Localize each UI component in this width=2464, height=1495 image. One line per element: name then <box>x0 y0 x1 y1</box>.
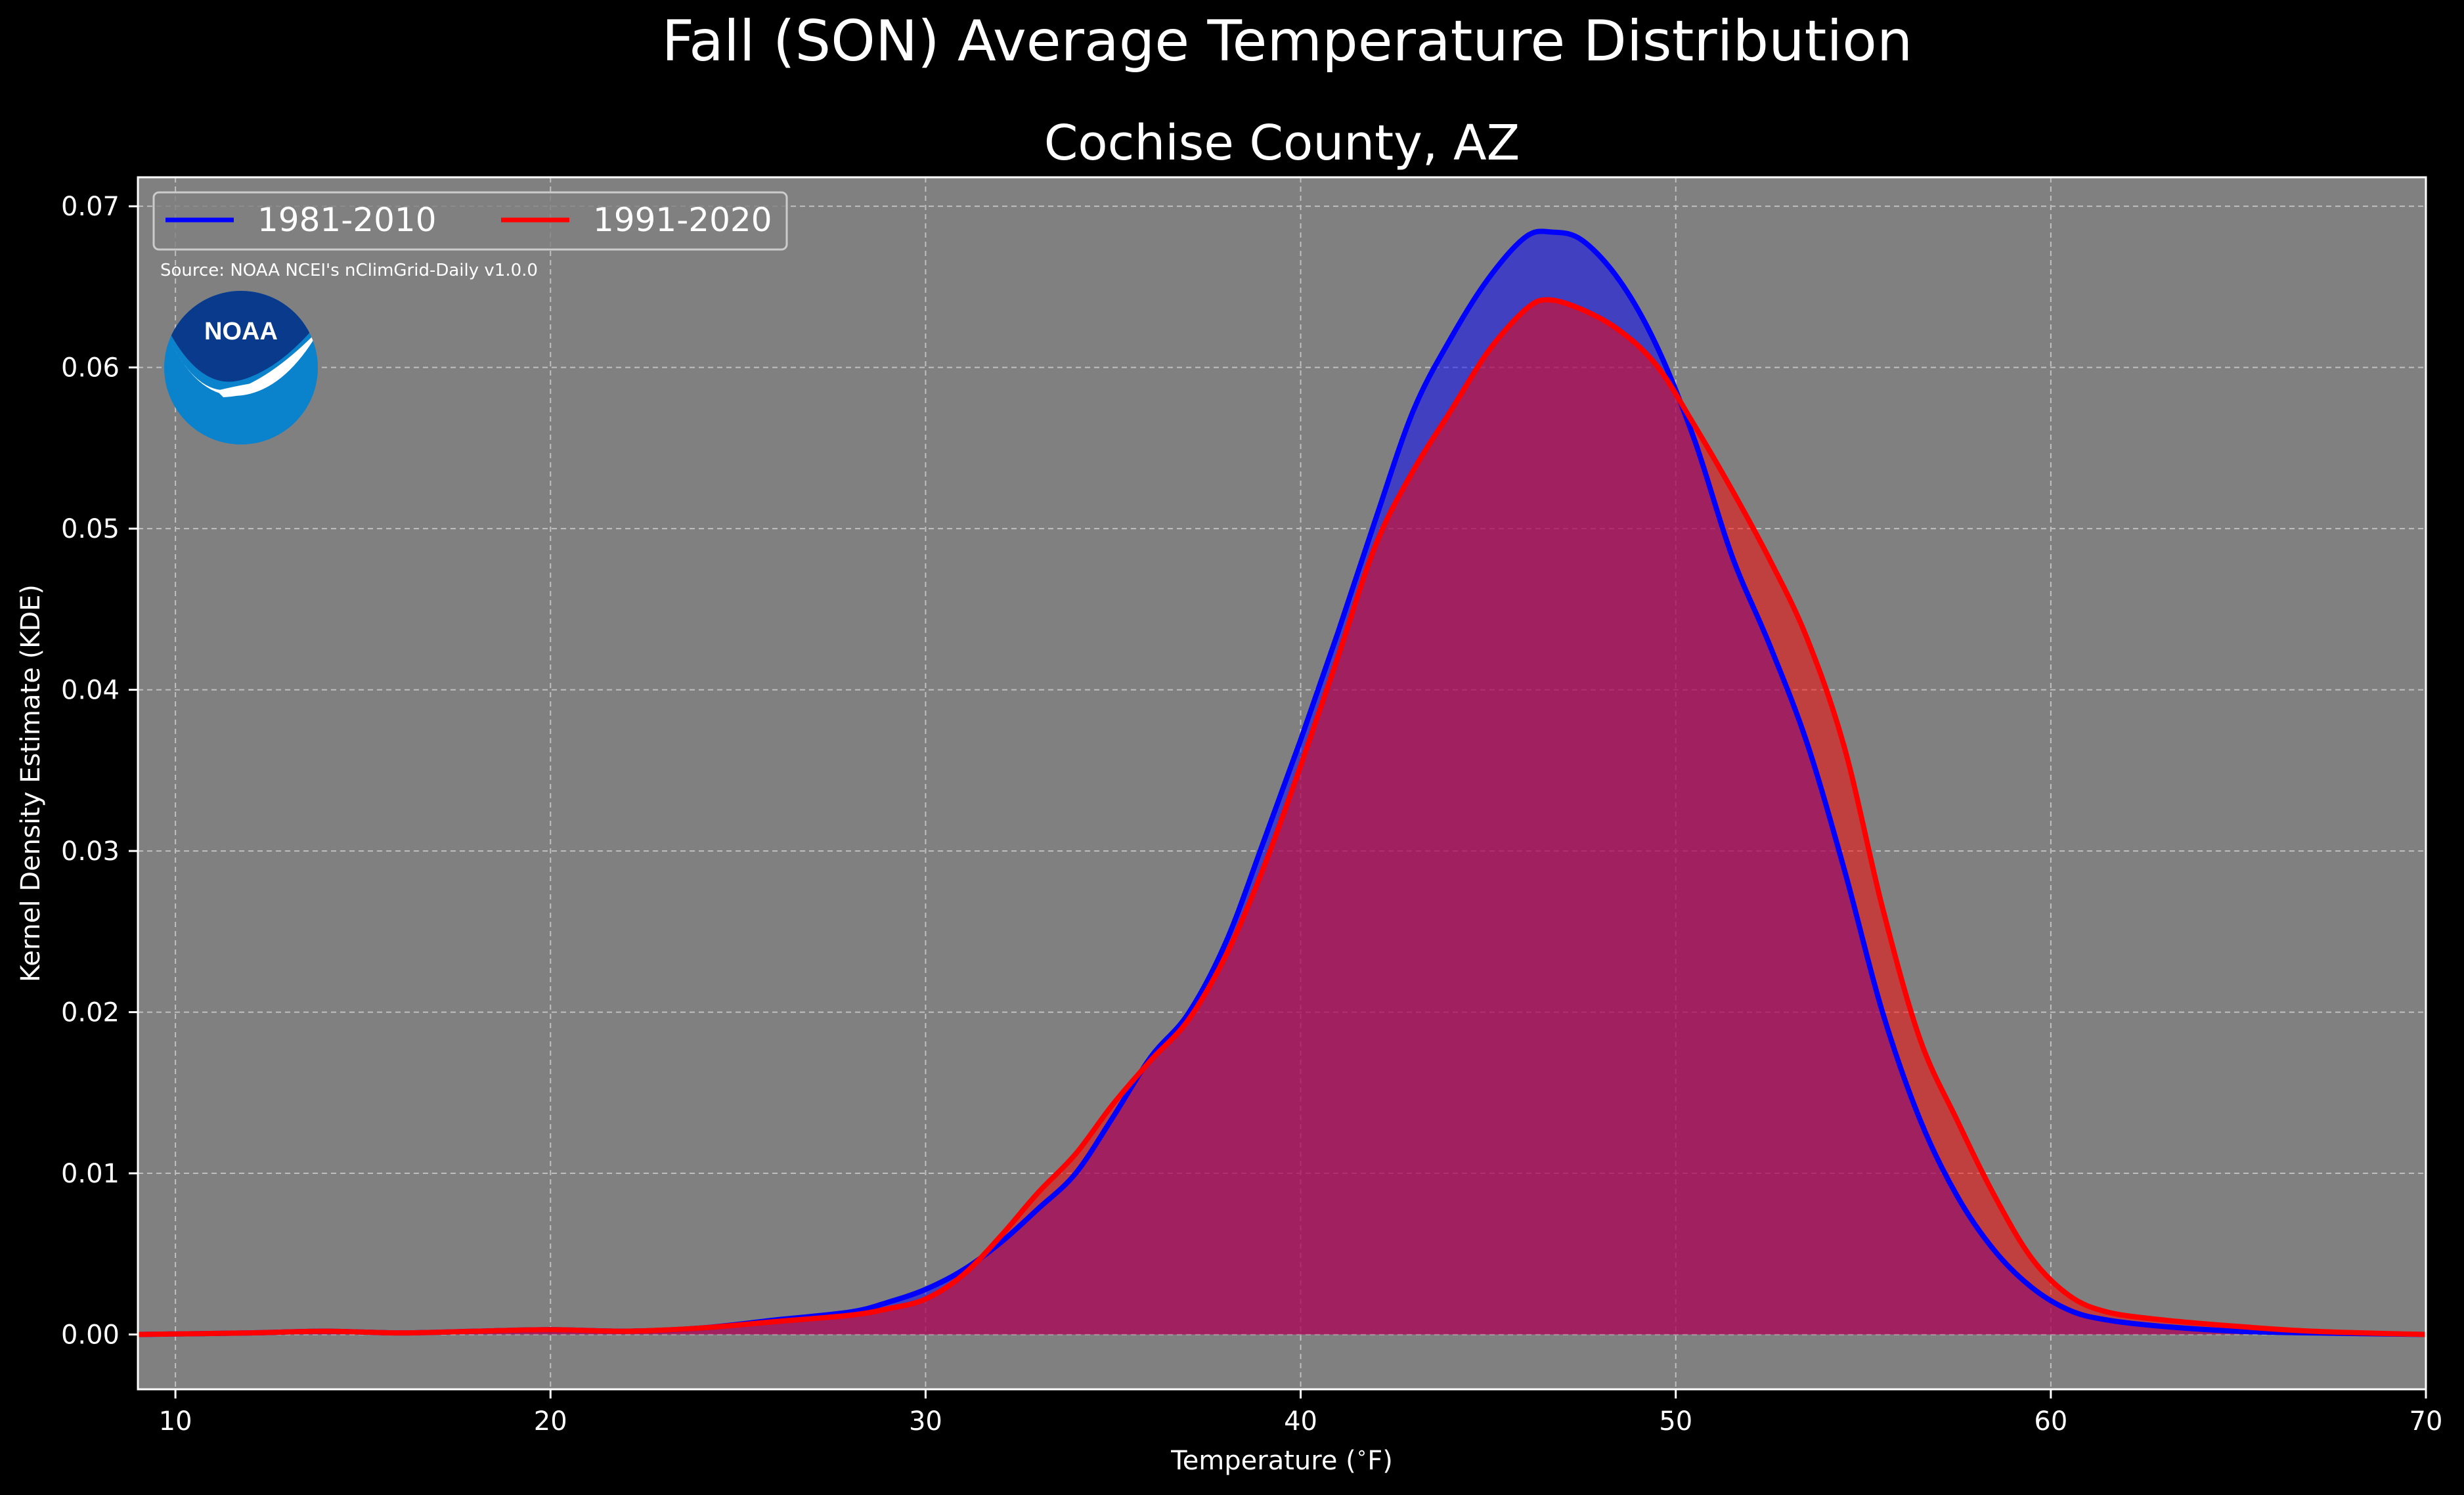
legend-box <box>152 191 788 251</box>
y-axis-ticks: 0.00 0.01 0.02 0.03 0.04 0.05 0.06 0.07 <box>61 192 138 1351</box>
plot-frame <box>137 176 2427 1391</box>
chart-suptitle: Fall (SON) Average Temperature Distribut… <box>662 9 1913 74</box>
series-lines <box>137 228 2427 1337</box>
y-tick-label: 0.02 <box>61 998 120 1028</box>
y-tick-label: 0.05 <box>61 514 120 544</box>
y-tick-label: 0.00 <box>61 1320 120 1351</box>
chart-title: Cochise County, AZ <box>1044 115 1520 171</box>
y-tick-label: 0.03 <box>61 836 120 867</box>
y-tick-label: 0.07 <box>61 192 120 222</box>
y-tick-label: 0.01 <box>61 1159 120 1189</box>
y-tick-label: 0.06 <box>61 353 120 383</box>
legend-label-1981-2010: 1981-2010 <box>257 201 437 239</box>
series-line-1991-2020 <box>137 297 2427 1337</box>
x-tick-label: 10 <box>159 1406 192 1437</box>
x-axis-ticks: 10 20 30 40 50 60 70 <box>159 1389 2443 1437</box>
x-tick-label: 60 <box>2034 1406 2067 1437</box>
y-axis-label: Kernel Density Estimate (KDE) <box>16 584 46 982</box>
source-note: Source: NOAA NCEI's nClimGrid-Daily v1.0… <box>160 261 538 280</box>
y-tick-label: 0.04 <box>61 676 120 706</box>
legend-label-1991-2020: 1991-2020 <box>593 201 772 239</box>
noaa-logo-text: NOAA <box>204 318 278 345</box>
legend: 1981-2010 1991-2020 <box>152 191 788 251</box>
x-tick-label: 20 <box>534 1406 567 1437</box>
noaa-logo: NOAA <box>164 291 318 444</box>
x-tick-label: 70 <box>2409 1406 2443 1437</box>
series-fill-1991-2020 <box>138 299 2426 1335</box>
x-tick-label: 30 <box>909 1406 942 1437</box>
x-tick-label: 40 <box>1284 1406 1317 1437</box>
series-fills <box>138 231 2426 1335</box>
x-axis-label: Temperature (∘F) <box>1170 1442 1393 1476</box>
x-tick-label: 50 <box>1659 1406 1692 1437</box>
